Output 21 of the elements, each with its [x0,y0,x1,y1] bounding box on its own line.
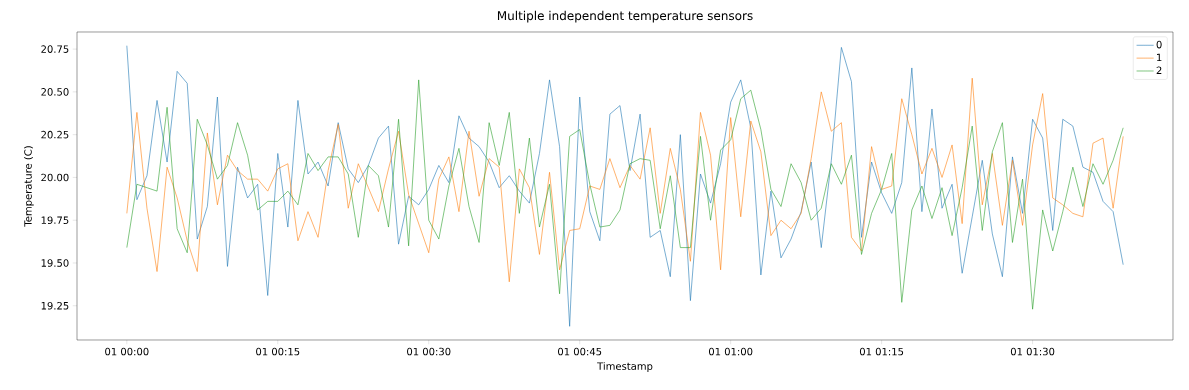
y-tick-label: 19.25 [41,301,69,310]
chart-title: Multiple independent temperature sensors [497,10,753,23]
x-tick-label: 01 00:15 [256,347,300,356]
y-tick-label: 19.75 [41,216,69,224]
y-tick-label: 19.50 [41,259,69,267]
x-tick-label: 01 00:45 [558,347,602,356]
x-tick-label: 01 00:00 [105,347,149,356]
legend-label: 0 [1156,40,1162,49]
x-tick-label: 01 01:15 [859,347,904,356]
x-tick-label: 01 00:30 [407,347,451,356]
legend-label: 2 [1156,66,1162,74]
y-tick-label: 20.75 [41,45,69,53]
y-tick-label: 20.25 [41,130,69,139]
y-axis-title: Temperature (C) [24,146,34,227]
x-axis-title: Timestamp [597,362,653,372]
y-tick-label: 20.00 [41,173,69,182]
y-tick-label: 20.50 [41,88,69,96]
legend-label: 1 [1157,53,1162,62]
line-series [126,45,1124,327]
x-tick-label: 01 01:30 [1010,347,1055,356]
x-tick-label: 01 01:00 [708,347,753,356]
